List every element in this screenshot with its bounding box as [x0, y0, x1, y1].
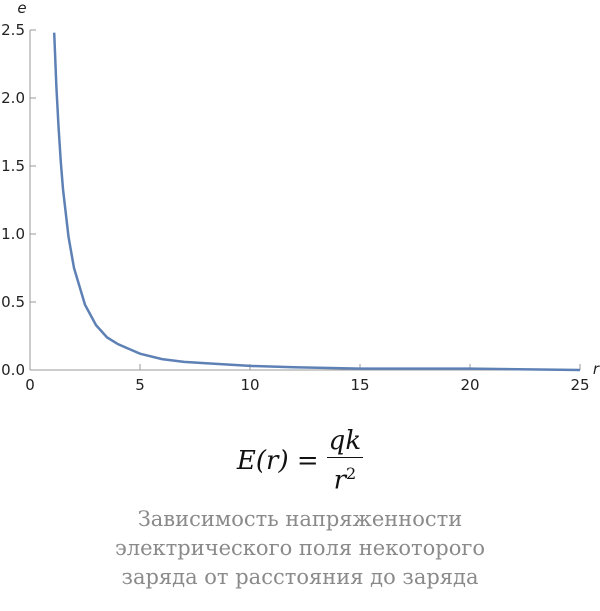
line	[52, 32, 581, 372]
x-tick-label: 5	[135, 376, 145, 394]
x-tick-label: 0	[25, 376, 35, 394]
caption-line: Зависимость напряженности	[137, 507, 463, 531]
y-tick-label: 2.0	[1, 89, 25, 107]
formula-exponent: 2	[346, 464, 357, 483]
formula-base: r	[333, 465, 346, 496]
x-axis-label: r	[593, 360, 600, 378]
formula: E(r) = qk r2	[0, 425, 600, 497]
caption: Зависимость напряженности электрического …	[0, 505, 600, 592]
formula-fraction: qk r2	[326, 425, 364, 497]
formula-lhs: E(r) =	[236, 445, 319, 476]
y-tick-label: 1.0	[1, 225, 25, 243]
caption-line: заряда от расстояния до заряда	[121, 565, 479, 589]
x-tick-label: 20	[460, 376, 479, 394]
formula-denominator: r2	[327, 458, 363, 497]
caption-line: электрического поля некоторого	[115, 536, 485, 560]
y-tick-label: 1.5	[1, 157, 25, 175]
y-tick-label: 0.5	[1, 293, 25, 311]
y-tick-label: 2.5	[1, 21, 25, 39]
y-tick-label: 0.0	[1, 361, 25, 379]
chart: e r 0.0 0.5 1.0 1.5 2.0 2.5 0 5 10 15 20 25	[1, 0, 600, 394]
x-tick-label: 25	[570, 376, 589, 394]
x-tick-label: 10	[240, 376, 259, 394]
x-tick-label: 15	[350, 376, 369, 394]
formula-numerator: qk	[326, 426, 364, 458]
y-axis-label: e	[17, 0, 26, 17]
